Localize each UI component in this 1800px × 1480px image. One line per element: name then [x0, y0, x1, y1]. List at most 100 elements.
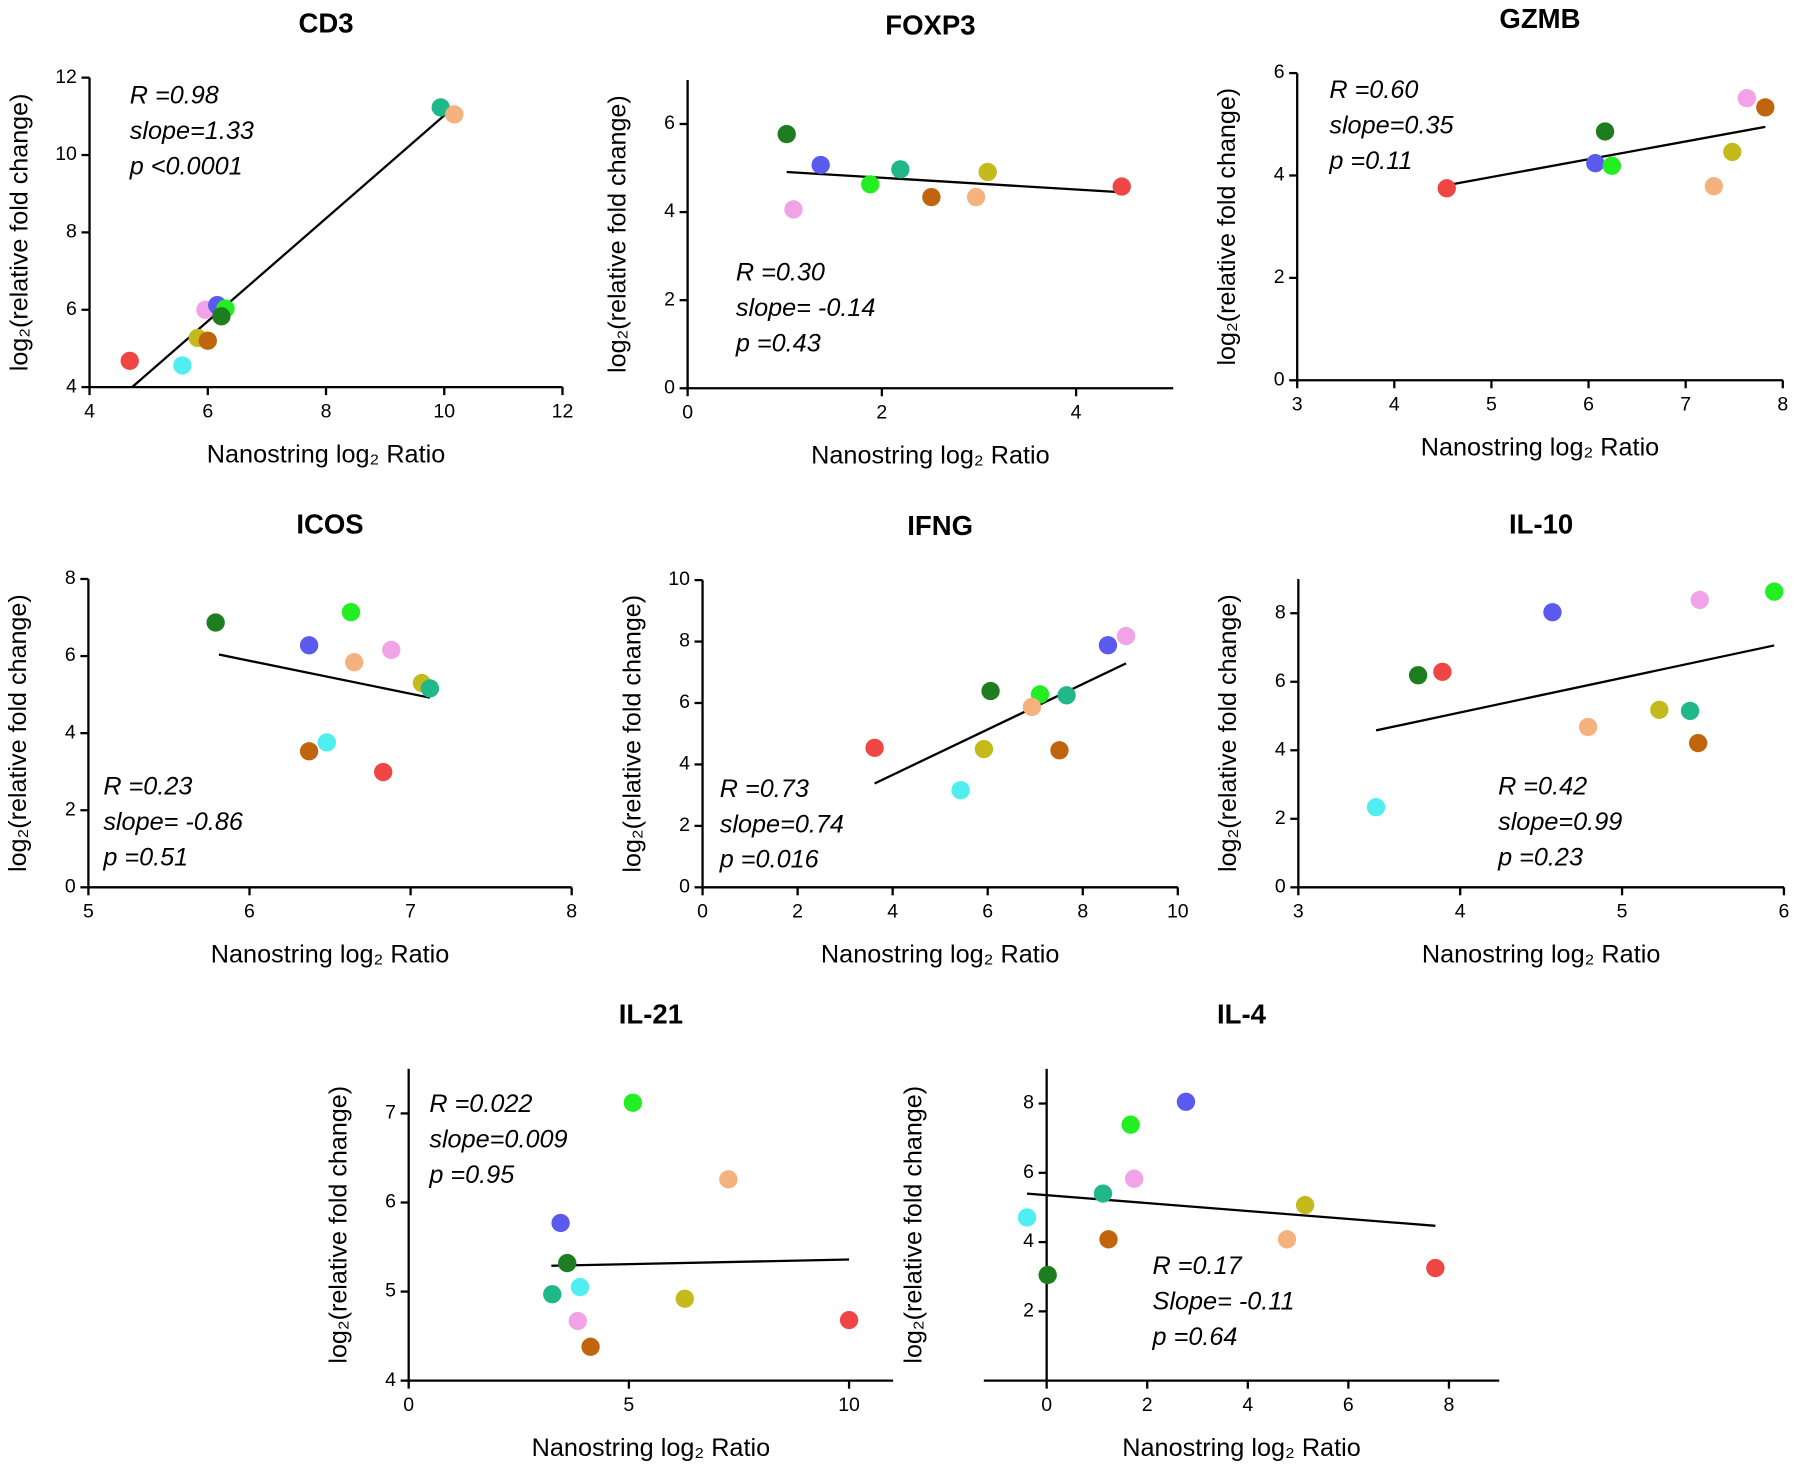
panel-title: IL-21 [619, 999, 683, 1030]
data-point [1650, 700, 1669, 719]
annotation: R =0.98 [130, 82, 219, 110]
y-tick-label: 7 [385, 1102, 396, 1124]
data-point [865, 738, 884, 757]
x-tick-label: 8 [1077, 901, 1088, 923]
data-point [1680, 701, 1700, 721]
data-point [951, 781, 970, 800]
data-point [1437, 179, 1456, 198]
y-tick-label: 12 [55, 66, 77, 88]
annotation: R =0.17 [1153, 1252, 1243, 1280]
annotation: R =0.022 [429, 1090, 532, 1118]
y-tick-label: 6 [1023, 1161, 1034, 1183]
x-tick-label: 4 [1389, 394, 1400, 416]
y-tick-label: 8 [1023, 1092, 1034, 1114]
y-tick-label: 2 [65, 798, 76, 820]
x-tick-label: 0 [682, 402, 693, 424]
x-tick-label: 4 [1071, 402, 1082, 424]
data-point [784, 200, 803, 219]
panel-title: IFNG [907, 510, 973, 541]
data-point [922, 187, 941, 207]
data-point [966, 187, 986, 207]
data-point [1277, 1230, 1297, 1249]
y-tick-label: 8 [66, 221, 77, 243]
y-axis-label: log₂(relative fold change) [1214, 594, 1242, 872]
data-point [1295, 1195, 1315, 1215]
fit-line [131, 113, 447, 388]
y-tick-label: 0 [679, 875, 690, 897]
data-point [1688, 733, 1708, 753]
panel-title: IL-10 [1509, 509, 1573, 540]
annotation: p =0.43 [735, 330, 821, 358]
x-tick-label: 10 [433, 400, 455, 422]
y-tick-label: 4 [385, 1369, 396, 1391]
data-point [299, 742, 319, 761]
panel-title: IL-4 [1217, 999, 1267, 1030]
y-tick-label: 0 [1275, 875, 1286, 897]
panel: IFNG Nanostring log₂ Ratio log₂(relative f… [618, 510, 1189, 969]
data-point [1737, 89, 1757, 108]
y-tick-label: 2 [679, 814, 690, 836]
annotation: slope=0.74 [720, 810, 844, 838]
x-tick-label: 4 [1242, 1394, 1253, 1416]
data-point [420, 679, 440, 698]
data-point [1124, 1169, 1144, 1188]
y-axis-label: log₂(relative fold change) [5, 94, 33, 372]
data-point [1366, 798, 1386, 817]
data-point [558, 1253, 577, 1273]
x-tick-label: 10 [838, 1394, 860, 1416]
data-point [1426, 1258, 1445, 1278]
y-axis-label: log₂(relative fold change) [4, 594, 32, 872]
x-tick-label: 2 [1142, 1394, 1153, 1416]
data-point [1433, 662, 1452, 681]
y-tick-label: 4 [1275, 738, 1286, 760]
panel: IL-21 Nanostring log₂ Ratio log₂(relative … [324, 999, 894, 1462]
x-tick-label: 6 [1583, 394, 1594, 416]
data-point [445, 105, 464, 124]
y-tick-label: 0 [664, 376, 675, 398]
annotation: p <0.0001 [129, 153, 243, 181]
x-tick-label: 12 [552, 400, 574, 422]
data-point [1099, 1230, 1118, 1249]
x-tick-label: 3 [1293, 901, 1304, 923]
data-point [382, 640, 401, 660]
annotation: slope=0.99 [1498, 808, 1622, 836]
data-point [1543, 603, 1562, 622]
x-axis-label: Nanostring log₂ Ratio [1122, 1434, 1360, 1462]
annotation: slope= -0.86 [103, 808, 243, 836]
x-tick-label: 3 [1292, 394, 1303, 416]
data-point [1586, 154, 1605, 173]
x-axis-label: Nanostring log₂ Ratio [207, 440, 445, 468]
annotation: p =0.51 [102, 843, 188, 871]
annotation: p =0.64 [1152, 1323, 1238, 1351]
data-point [1050, 741, 1069, 760]
data-point [1408, 666, 1428, 685]
x-tick-label: 0 [403, 1394, 414, 1416]
panel: ICOS Nanostring log₂ Ratio log₂(relative f… [4, 509, 577, 969]
data-point [317, 733, 336, 752]
x-tick-label: 0 [697, 901, 708, 923]
y-tick-label: 8 [679, 630, 690, 652]
data-point [1121, 1115, 1140, 1134]
data-point [1602, 156, 1622, 175]
annotation: Slope= -0.11 [1153, 1288, 1295, 1316]
fit-line [551, 1258, 850, 1267]
annotation: slope= -0.14 [736, 294, 876, 322]
data-point [1176, 1092, 1196, 1111]
x-axis-label: Nanostring log₂ Ratio [811, 441, 1049, 469]
data-point [1578, 717, 1598, 737]
data-point [777, 124, 796, 144]
panel: CD3 Nanostring log₂ Ratio log₂(relative fo… [5, 7, 573, 468]
y-tick-label: 8 [65, 567, 76, 589]
x-tick-label: 10 [1167, 901, 1189, 923]
y-tick-label: 8 [1275, 601, 1286, 623]
data-point [581, 1337, 600, 1356]
x-axis-label: Nanostring log₂ Ratio [1422, 941, 1660, 969]
x-tick-label: 4 [1455, 901, 1466, 923]
data-point [974, 739, 994, 759]
x-tick-label: 5 [1486, 394, 1497, 416]
data-point [981, 681, 1000, 701]
y-tick-label: 2 [1023, 1300, 1034, 1322]
data-point [1704, 177, 1724, 196]
data-point [198, 331, 217, 350]
y-tick-label: 6 [664, 112, 675, 134]
